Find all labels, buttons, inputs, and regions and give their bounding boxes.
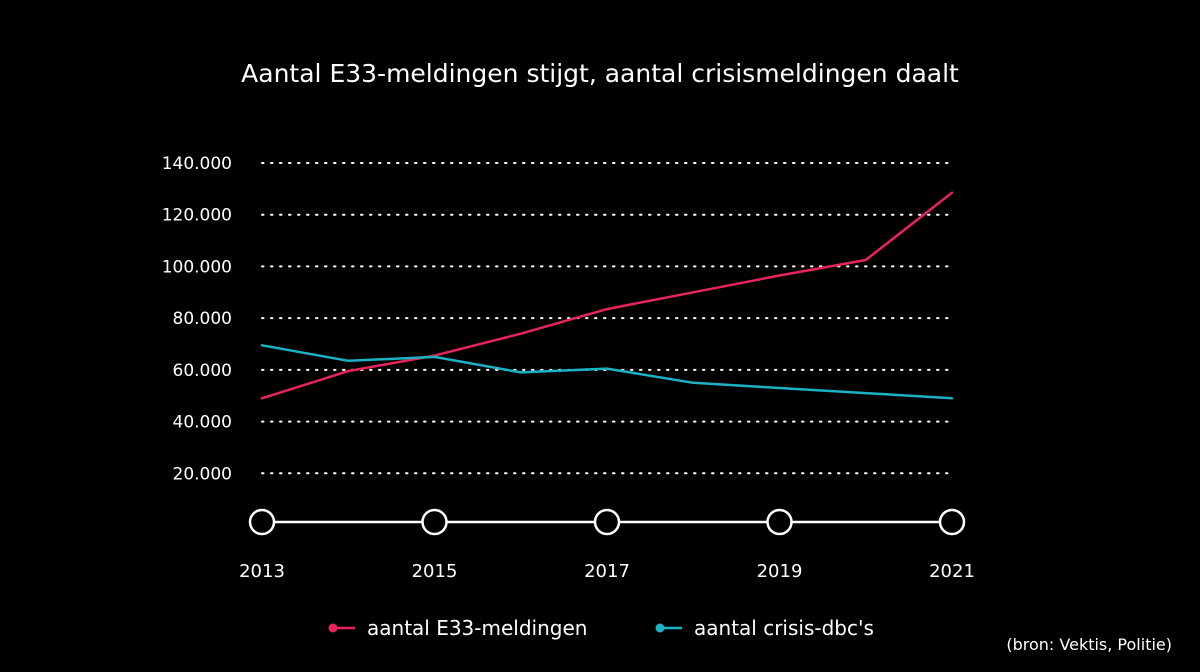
x-axis-marker bbox=[766, 508, 793, 536]
x-axis-marker bbox=[248, 508, 276, 536]
chart-title: Aantal E33-meldingen stijgt, aantal cris… bbox=[241, 59, 959, 88]
y-tick-label: 140.000 bbox=[162, 154, 232, 174]
x-tick-label: 2021 bbox=[929, 561, 975, 582]
gridlines bbox=[261, 162, 953, 475]
legend-swatch-dot bbox=[328, 623, 338, 633]
legend-label: aantal E33-meldingen bbox=[367, 616, 587, 640]
y-tick-label: 120.000 bbox=[162, 206, 232, 226]
x-tick-label: 2013 bbox=[239, 561, 285, 582]
y-axis-tick-labels: 20.000 40.000 60.000 80.000 100.000 120.000 14… bbox=[162, 154, 232, 484]
series-line bbox=[260, 344, 954, 400]
x-axis-marker bbox=[938, 508, 966, 536]
y-tick-label: 20.000 bbox=[173, 464, 232, 484]
x-tick-label: 2019 bbox=[757, 561, 803, 582]
legend-swatch-dot bbox=[655, 623, 665, 633]
x-axis: 2013 2015 2017 2019 2021 bbox=[239, 508, 975, 582]
y-tick-label: 100.000 bbox=[162, 257, 232, 277]
legend: aantal E33-meldingen aantal crisis-dbc's bbox=[328, 616, 874, 640]
x-axis-marker bbox=[593, 508, 621, 536]
y-tick-label: 80.000 bbox=[173, 309, 232, 329]
x-tick-label: 2015 bbox=[412, 561, 458, 582]
series-line bbox=[260, 191, 954, 400]
source-note: (bron: Vektis, Politie) bbox=[1006, 635, 1172, 654]
legend-label: aantal crisis-dbc's bbox=[694, 616, 874, 640]
y-tick-label: 40.000 bbox=[173, 413, 232, 433]
x-axis-marker bbox=[421, 508, 448, 536]
series-lines bbox=[260, 191, 954, 400]
x-tick-label: 2017 bbox=[584, 561, 630, 582]
y-tick-label: 60.000 bbox=[173, 361, 232, 381]
